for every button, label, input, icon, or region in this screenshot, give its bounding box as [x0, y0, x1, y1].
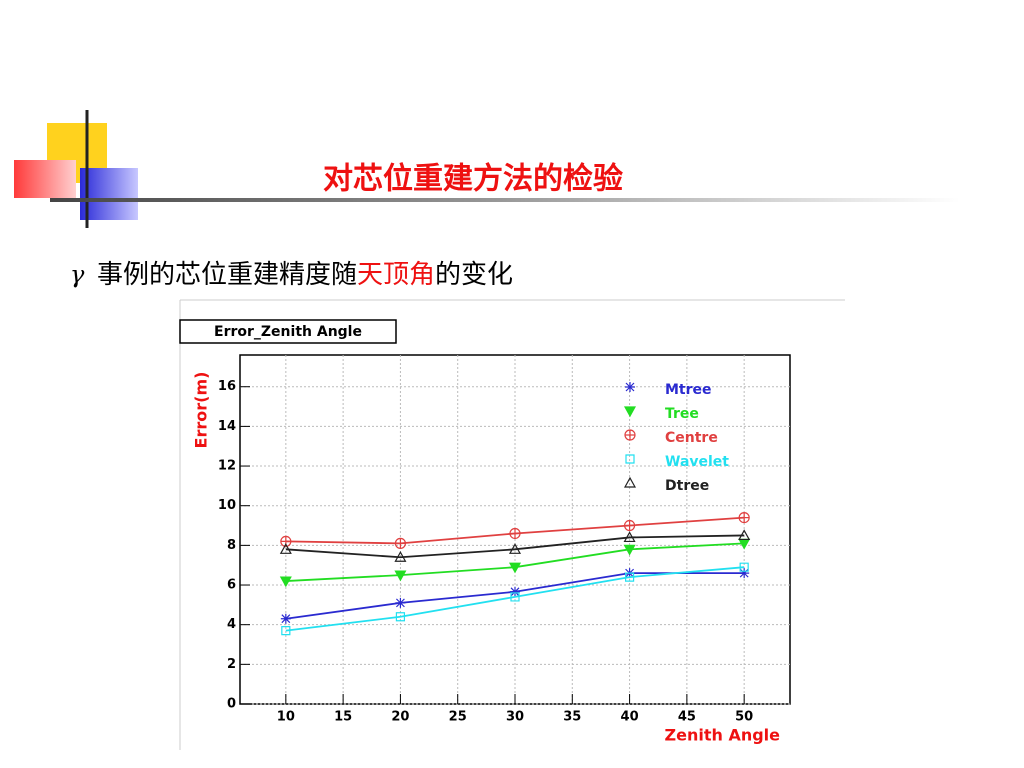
x-axis-label: Zenith Angle — [665, 726, 781, 745]
y-tick-label: 2 — [227, 657, 236, 672]
marker — [394, 570, 407, 582]
y-tick-label: 6 — [227, 578, 236, 593]
marker — [395, 597, 406, 608]
y-tick-label: 8 — [227, 538, 236, 553]
marker — [510, 592, 520, 602]
y-axis-label: Error(m) — [192, 372, 211, 449]
chart-title-box — [179, 319, 397, 344]
y-tick-label: 14 — [218, 419, 236, 434]
legend-marker — [623, 476, 637, 488]
bullet-text: 事例的芯位重建精度随天顶角的变化 — [97, 260, 513, 290]
x-tick-label: 45 — [678, 710, 696, 725]
x-tick-label: 15 — [334, 710, 352, 725]
marker — [510, 586, 520, 597]
x-tick-label: 20 — [391, 710, 409, 725]
marker — [738, 529, 751, 541]
marker — [279, 543, 292, 554]
deco-blue — [80, 168, 138, 220]
legend-label: Centre — [665, 430, 718, 446]
x-tick-label: 35 — [563, 710, 581, 725]
bullet-part: 天顶角 — [357, 260, 435, 290]
marker — [623, 531, 636, 543]
marker — [394, 551, 407, 562]
y-tick-label: 10 — [218, 498, 236, 513]
legend-label: Mtree — [665, 382, 712, 398]
x-tick-label: 30 — [506, 710, 524, 725]
marker — [624, 572, 635, 582]
marker — [509, 527, 521, 539]
bullet-symbol: γ — [70, 261, 85, 289]
y-tick-label: 12 — [218, 459, 236, 474]
slide-title: 对芯位重建方法的检验 — [323, 162, 623, 197]
y-tick-label: 0 — [227, 697, 236, 712]
x-tick-label: 50 — [735, 710, 753, 725]
x-tick-label: 25 — [449, 710, 467, 725]
deco-red — [14, 160, 76, 198]
legend-label: Wavelet — [665, 454, 729, 470]
series-line — [285, 566, 745, 632]
marker — [279, 576, 292, 588]
chart-title: Error_Zenith Angle — [214, 324, 362, 340]
marker — [280, 613, 291, 624]
legend-label: Tree — [665, 406, 699, 422]
y-tick-label: 16 — [218, 379, 236, 394]
marker — [281, 626, 291, 636]
marker — [508, 562, 522, 574]
marker — [623, 520, 636, 532]
legend-marker — [625, 454, 635, 464]
x-tick-label: 40 — [621, 710, 639, 725]
marker — [738, 512, 750, 524]
marker — [395, 612, 406, 622]
x-tick-label: 10 — [277, 710, 295, 725]
legend-label: Dtree — [665, 478, 709, 494]
legend-marker — [625, 382, 635, 392]
marker — [394, 537, 407, 549]
y-tick-label: 4 — [227, 617, 236, 632]
title-rule — [50, 198, 960, 202]
marker — [623, 544, 636, 556]
bullet-part: 事例的芯位重建精度随 — [97, 260, 357, 290]
marker — [739, 568, 750, 579]
bullet-part: 的变化 — [435, 260, 513, 290]
series-line — [285, 534, 745, 559]
legend-marker — [623, 406, 637, 418]
legend-marker — [624, 429, 636, 441]
marker — [739, 562, 749, 572]
marker — [508, 543, 522, 554]
